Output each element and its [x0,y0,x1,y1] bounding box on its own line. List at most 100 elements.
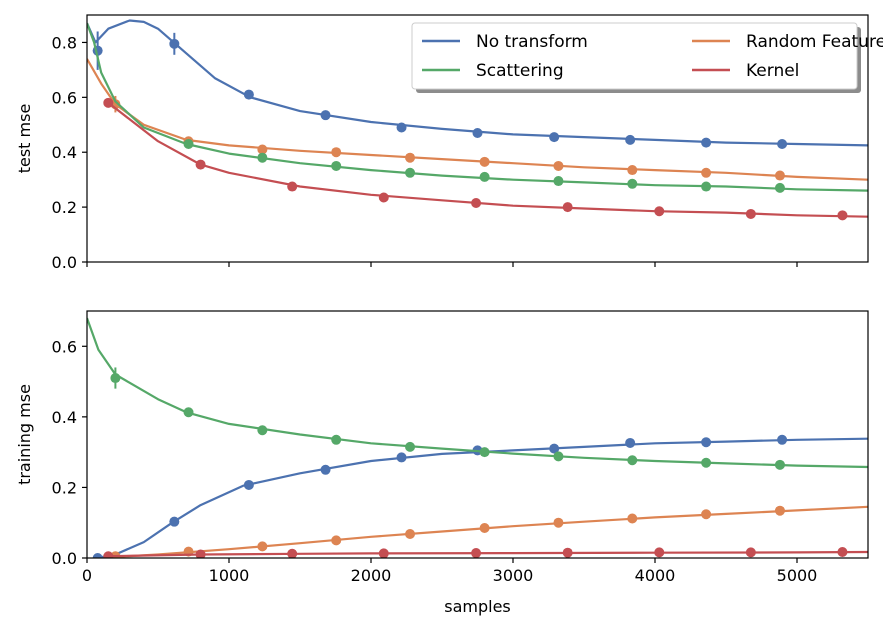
test-no-transform-point [549,132,560,143]
test-no-transform-point [625,134,636,145]
test-kernel-point [378,192,389,203]
training-kernel-point [745,547,756,558]
test-scattering-point [479,171,490,182]
training-random-features-point [479,523,490,534]
test-random-features-point [331,147,342,158]
training-scattering-point [405,441,416,452]
test-random-features-point [553,160,564,171]
training-y-axis-label: training mse [15,384,34,485]
test-random-features-point [774,170,785,181]
test-no-transform-point [169,38,180,49]
training-axes-frame [86,310,869,559]
training-scattering-point [257,425,268,436]
test-scattering-point [774,182,785,193]
training-kernel-point [195,549,206,558]
test-scattering-point [405,167,416,178]
test-no-transform-line [87,19,868,147]
legend-box [411,22,858,90]
test-random-features-point [479,156,490,167]
training-no-transform-point [701,437,712,448]
test-y-tick-label: 0.6 [52,88,77,107]
training-random-features-point [405,529,416,540]
training-scattering-point [701,457,712,468]
training-no-transform-point [549,443,560,454]
training-y-tick-label: 0.0 [52,549,77,568]
test-scattering-point [257,152,268,163]
test-kernel-point [837,210,848,221]
test-no-transform-point [243,89,254,100]
test-mse-panel: 0.0 0.2 0.4 0.6 0.8 test mse No transform Rando… [15,14,883,272]
training-random-features-point [774,505,785,516]
test-y-tick-label: 0.8 [52,33,77,52]
training-series-group [87,317,868,558]
test-scattering-point [701,181,712,192]
test-scattering-point [627,178,638,189]
training-kernel-point [562,547,573,558]
test-kernel-point [745,208,756,219]
test-kernel-point [287,181,298,192]
legend-no-transform-label: No transform [476,32,588,52]
test-kernel-point [471,197,482,208]
training-scattering-point [110,373,121,384]
test-scattering-point [183,138,194,149]
training-random-features-line [108,505,868,558]
training-random-features-point [701,509,712,520]
test-scattering-point [331,160,342,171]
training-no-transform-point [320,464,331,475]
legend-random-features-label: Random Features [746,32,883,52]
training-x-tick-label: 3000 [493,566,534,585]
training-random-features-point [257,541,268,552]
training-kernel-point [103,551,114,558]
training-x-tick-label: 1000 [209,566,250,585]
test-kernel-point [654,206,665,217]
training-scattering-point [479,447,490,458]
test-kernel-point [103,97,114,108]
training-no-transform-point [92,553,103,558]
training-kernel-point [837,547,848,558]
training-no-transform-point [777,434,788,445]
training-y-tick-label: 0.6 [52,337,77,356]
test-y-tick-label: 0.4 [52,143,77,162]
test-random-features-point [405,152,416,163]
test-no-transform-point [396,122,407,133]
training-scattering-point [331,434,342,445]
test-kernel-line [107,101,868,218]
training-kernel-point [471,548,482,558]
test-random-features-point [701,167,712,178]
test-y-axis-label: test mse [15,104,34,174]
test-no-transform-point [701,137,712,148]
training-no-transform-point [169,516,180,527]
training-mse-panel: 0 1000 2000 3000 4000 5000 0.0 0.2 0.4 0.6 trainin… [15,310,869,616]
training-no-transform-point [243,479,254,490]
training-kernel-line [108,550,868,558]
training-y-tick-label: 0.4 [52,408,77,427]
test-no-transform-point [472,128,483,139]
training-random-features-point [627,513,638,524]
training-y-tick-label: 0.2 [52,478,77,497]
training-scattering-point [183,407,194,418]
test-no-transform-point [777,138,788,149]
training-scattering-point [627,455,638,466]
legend-scattering-label: Scattering [476,61,564,81]
training-x-tick-label: 0 [82,566,92,585]
training-kernel-point [287,548,298,558]
test-y-tick-label: 0.2 [52,198,77,217]
training-x-tick-label: 2000 [351,566,392,585]
test-axes-frame [86,14,869,263]
training-x-axis-label: samples [444,597,511,616]
training-no-transform-point [625,437,636,448]
training-random-features-point [553,517,564,528]
test-kernel-point [562,202,573,213]
training-x-tick-label: 4000 [635,566,676,585]
training-scattering-line [87,317,868,469]
test-kernel-point [195,159,206,170]
test-series-group [87,19,868,221]
test-scattering-point [553,176,564,187]
test-random-features-point [257,144,268,155]
test-no-transform-point [320,110,331,121]
training-scattering-point [774,459,785,470]
training-x-tick-label: 5000 [777,566,818,585]
training-scattering-point [553,451,564,462]
training-kernel-point [654,547,665,558]
